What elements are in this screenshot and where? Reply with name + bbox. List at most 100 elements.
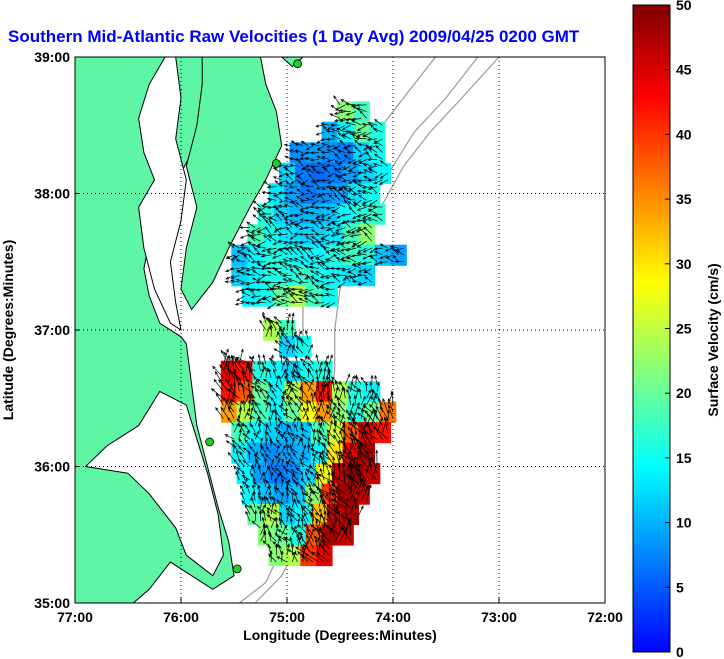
velocity-arrow: [333, 187, 341, 194]
velocity-arrow: [375, 449, 379, 467]
velocity-arrow: [333, 415, 346, 426]
velocity-arrow: [307, 254, 314, 263]
velocity-arrow: [364, 468, 378, 481]
velocity-arrow: [342, 172, 351, 176]
velocity-arrow: [304, 493, 314, 501]
velocity-arrow: [266, 514, 277, 522]
velocity-arrow: [339, 380, 346, 392]
velocity-arrow: [319, 507, 325, 522]
velocity-arrow: [354, 139, 362, 146]
velocity-arrow: [371, 213, 383, 217]
velocity-arrow: [285, 491, 289, 501]
velocity-arrow: [321, 156, 330, 160]
velocity-cell: [247, 244, 264, 266]
velocity-arrow: [300, 255, 309, 263]
velocity-arrow: [330, 134, 341, 140]
velocity-arrow: [310, 524, 325, 536]
velocity-arrow: [304, 329, 309, 340]
velocity-arrow: [337, 175, 346, 181]
velocity-arrow: [335, 240, 346, 246]
velocity-arrow: [317, 162, 325, 167]
velocity-arrow: [246, 412, 256, 419]
velocity-arrow: [321, 460, 325, 474]
velocity-arrow: [249, 415, 253, 426]
velocity-arrow: [363, 270, 372, 276]
velocity-arrow: [275, 320, 282, 331]
velocity-arrow: [340, 185, 351, 189]
velocity-arrow: [274, 339, 282, 347]
velocity-arrow: [299, 462, 309, 467]
velocity-arrow: [379, 254, 388, 259]
velocity-arrow: [325, 492, 335, 508]
velocity-arrow: [287, 246, 298, 250]
velocity-arrow: [348, 206, 357, 215]
velocity-arrow: [300, 427, 309, 433]
velocity-arrow: [241, 474, 251, 481]
velocity-arrow: [330, 104, 341, 112]
velocity-arrow: [355, 136, 367, 140]
velocity-arrow: [268, 416, 272, 426]
velocity-arrow: [225, 400, 235, 413]
velocity-arrow: [307, 378, 314, 392]
velocity-arrow: [351, 133, 362, 140]
velocity-arrow: [325, 129, 335, 133]
velocity-cell: [310, 224, 328, 246]
velocity-arrow: [387, 397, 394, 413]
velocity-arrow: [331, 483, 346, 495]
velocity-arrow: [263, 495, 267, 508]
velocity-arrow: [243, 370, 251, 385]
velocity-arrow: [356, 452, 367, 467]
velocity-arrow: [280, 474, 288, 481]
velocity-arrow: [239, 451, 245, 460]
velocity-arrow: [352, 213, 362, 220]
velocity-arrow: [343, 154, 351, 160]
velocity-cell: [321, 203, 338, 225]
velocity-arrow: [270, 409, 275, 419]
velocity-arrow: [281, 361, 285, 371]
velocity-arrow: [315, 131, 325, 136]
y-tick-label: 38:00: [34, 186, 70, 202]
velocity-arrow: [350, 381, 354, 392]
velocity-arrow: [298, 298, 309, 304]
velocity-arrow: [318, 543, 330, 556]
velocity-arrow: [317, 240, 325, 249]
velocity-arrow: [255, 260, 266, 264]
velocity-arrow: [374, 374, 378, 385]
velocity-arrow: [291, 292, 303, 297]
velocity-arrow: [244, 438, 251, 447]
velocity-arrow: [325, 185, 335, 189]
velocity-arrow: [291, 409, 298, 419]
velocity-arrow: [255, 288, 266, 292]
velocity-arrow: [309, 422, 314, 433]
velocity-arrow: [284, 368, 288, 378]
velocity-arrow: [285, 173, 293, 181]
velocity-arrow: [366, 138, 378, 142]
velocity-arrow: [297, 531, 301, 542]
velocity-arrow: [292, 373, 298, 385]
velocity-arrow: [257, 207, 267, 215]
velocity-arrow: [308, 173, 314, 181]
x-tick-label: 75:00: [269, 609, 305, 625]
velocity-cell: [236, 463, 254, 485]
velocity-arrow: [320, 205, 330, 209]
velocity-arrow: [375, 428, 388, 440]
velocity-arrow: [300, 140, 309, 146]
velocity-arrow: [334, 526, 343, 542]
velocity-arrow: [288, 424, 293, 433]
velocity-arrow: [296, 188, 304, 194]
velocity-arrow: [319, 244, 330, 249]
velocity-arrow: [299, 336, 304, 347]
velocity-arrow: [339, 118, 351, 122]
velocity-arrow: [280, 332, 288, 340]
velocity-arrow: [228, 398, 240, 406]
velocity-arrow: [305, 184, 314, 188]
velocity-arrow: [295, 202, 304, 208]
velocity-arrow: [310, 503, 320, 515]
velocity-arrow: [359, 478, 367, 494]
velocity-arrow: [227, 451, 235, 460]
velocity-arrow: [307, 362, 314, 372]
velocity-arrow: [385, 256, 394, 263]
velocity-arrow: [348, 464, 357, 481]
velocity-arrow: [271, 297, 282, 304]
velocity-arrow: [300, 517, 304, 528]
